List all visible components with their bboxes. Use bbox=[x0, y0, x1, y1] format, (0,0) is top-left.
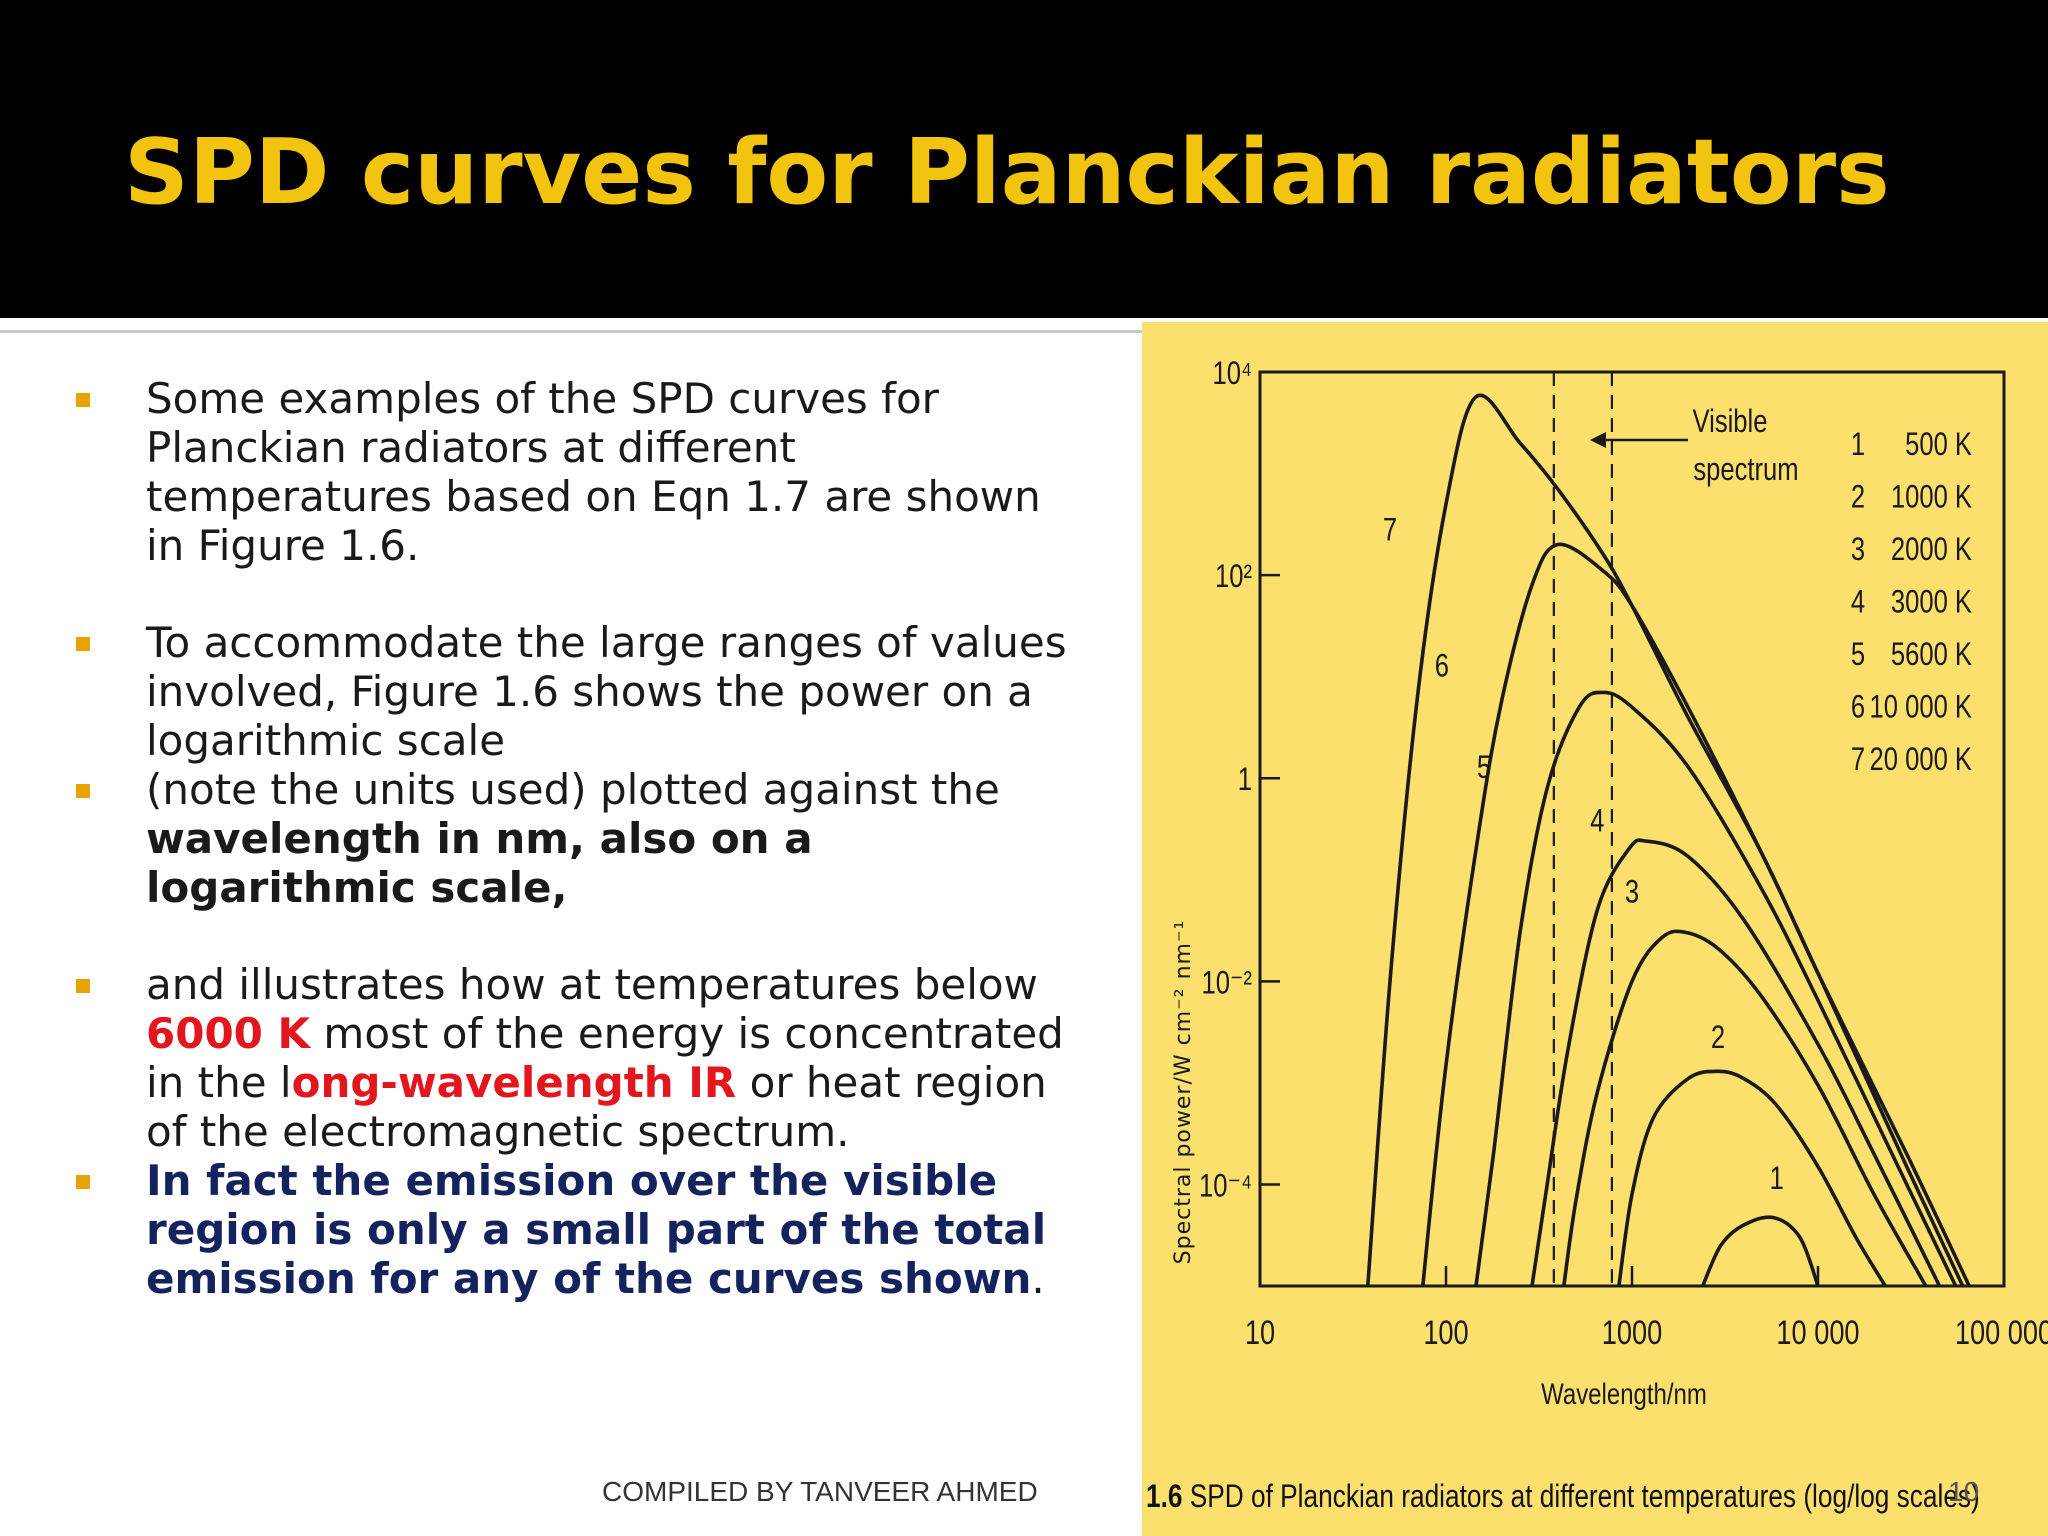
bullet-text: and illustrates how at temperatures belo… bbox=[146, 960, 1038, 1009]
legend-id: 7 bbox=[1851, 742, 1865, 777]
spd-curve-6 bbox=[1421, 542, 1965, 1287]
visible-spectrum-label: Visible bbox=[1693, 404, 1768, 439]
y-tick-label: 10⁴ bbox=[1213, 356, 1252, 391]
spd-figure: Visible spectrum 1 2 3 4 5 6 7 10 100 1000 10 000 1… bbox=[1142, 322, 2048, 1536]
legend-entry: 5600 K bbox=[1891, 637, 1972, 672]
curve-label-3: 3 bbox=[1625, 875, 1639, 910]
bullet-item: (note the units used) plotted against th… bbox=[70, 765, 1080, 912]
legend-entry: 20 000 K bbox=[1870, 742, 1972, 777]
y-tick-label: 1 bbox=[1238, 763, 1252, 798]
x-axis-label: Wavelength/nm bbox=[1541, 1376, 1707, 1410]
spd-curve-4 bbox=[1530, 838, 1942, 1287]
page-number: 10 bbox=[1948, 1476, 1980, 1507]
curve-label-7: 7 bbox=[1383, 513, 1397, 548]
y-tick-label: 10² bbox=[1215, 560, 1252, 595]
x-tick-label: 10 bbox=[1245, 1313, 1275, 1352]
footer-credit: COMPILED BY TANVEER AHMED bbox=[602, 1476, 1038, 1507]
spd-chart: Visible spectrum 1 2 3 4 5 6 7 10 100 1000 10 000 1… bbox=[1171, 356, 2048, 1410]
curve-label-6: 6 bbox=[1435, 649, 1449, 684]
visible-spectrum-label: spectrum bbox=[1693, 452, 1798, 487]
bullet-text: . bbox=[1031, 1254, 1045, 1303]
curve-label-2: 2 bbox=[1711, 1021, 1725, 1056]
x-tick-label: 100 000 bbox=[1955, 1313, 2048, 1352]
legend-id: 4 bbox=[1851, 585, 1865, 620]
slide-title: SPD curves for Planckian radiators bbox=[124, 120, 1890, 225]
legend-entry: 2000 K bbox=[1891, 532, 1972, 567]
y-tick-label: 10⁻² bbox=[1201, 966, 1252, 1001]
curve-label-4: 4 bbox=[1590, 804, 1604, 839]
title-bar: SPD curves for Planckian radiators bbox=[0, 0, 2048, 318]
bullet-text: Some examples of the SPD curves for Plan… bbox=[146, 374, 1041, 570]
bullet-marker-icon bbox=[76, 979, 90, 993]
bullet-marker-icon bbox=[76, 393, 90, 407]
text-panel bbox=[0, 334, 1142, 1536]
spd-curve-3 bbox=[1562, 929, 1928, 1287]
legend-id: 6 bbox=[1851, 690, 1865, 725]
legend-entry: 1000 K bbox=[1891, 480, 1972, 515]
bullet-item: In fact the emission over the visible re… bbox=[70, 1156, 1080, 1303]
title-divider bbox=[0, 330, 1142, 333]
spd-curve-5 bbox=[1474, 690, 1958, 1287]
x-tick-label: 1000 bbox=[1602, 1313, 1662, 1352]
bullet-marker-icon bbox=[76, 637, 90, 651]
legend-entry: 500 K bbox=[1905, 427, 1972, 462]
figure-number: 1.6 bbox=[1146, 1478, 1183, 1514]
legend-id: 5 bbox=[1851, 637, 1865, 672]
bullet-emphasis-text: In fact the emission over the visible re… bbox=[146, 1156, 1047, 1303]
legend-id: 1 bbox=[1851, 427, 1865, 462]
curve-label-1: 1 bbox=[1770, 1161, 1784, 1196]
y-axis-label: Spectral power/W cm⁻² nm⁻¹ bbox=[1171, 920, 1196, 1265]
bullet-list: Some examples of the SPD curves for Plan… bbox=[70, 374, 1080, 1303]
spd-curve-1 bbox=[1701, 1215, 1820, 1287]
bullet-item: To accommodate the large ranges of value… bbox=[70, 618, 1080, 765]
ir-highlight: ong-wavelength IR bbox=[291, 1058, 737, 1107]
legend-entry: 10 000 K bbox=[1870, 690, 1972, 725]
bullet-bold-text: wavelength in nm, also on a logarithmic … bbox=[146, 814, 813, 912]
y-tick-label: 10⁻⁴ bbox=[1199, 1169, 1252, 1204]
spd-curve-7 bbox=[1366, 393, 1971, 1287]
bullet-marker-icon bbox=[76, 1175, 90, 1189]
bullet-text: To accommodate the large ranges of value… bbox=[146, 618, 1067, 765]
bullet-item: Some examples of the SPD curves for Plan… bbox=[70, 374, 1080, 570]
figure-caption-text: SPD of Planckian radiators at different … bbox=[1182, 1478, 1980, 1514]
x-tick-label: 100 bbox=[1423, 1313, 1468, 1352]
legend-id: 2 bbox=[1851, 480, 1865, 515]
bullet-marker-icon bbox=[76, 784, 90, 798]
temperature-highlight: 6000 K bbox=[146, 1009, 311, 1058]
figure-caption: 1.6 SPD of Planckian radiators at differ… bbox=[1146, 1478, 1980, 1515]
bullet-item: and illustrates how at temperatures belo… bbox=[70, 960, 1080, 1156]
bullet-text: or heat region of the electromagnetic sp… bbox=[146, 1058, 1047, 1156]
legend-id: 3 bbox=[1851, 532, 1865, 567]
spd-curve-2 bbox=[1617, 1069, 1887, 1287]
arrow-head-icon bbox=[1589, 432, 1606, 448]
legend-entry: 3000 K bbox=[1891, 585, 1972, 620]
bullet-text: (note the units used) plotted against th… bbox=[146, 765, 1000, 814]
x-tick-label: 10 000 bbox=[1776, 1313, 1859, 1352]
bullet-text: most of the energy is concentrated in th… bbox=[146, 1009, 1064, 1107]
